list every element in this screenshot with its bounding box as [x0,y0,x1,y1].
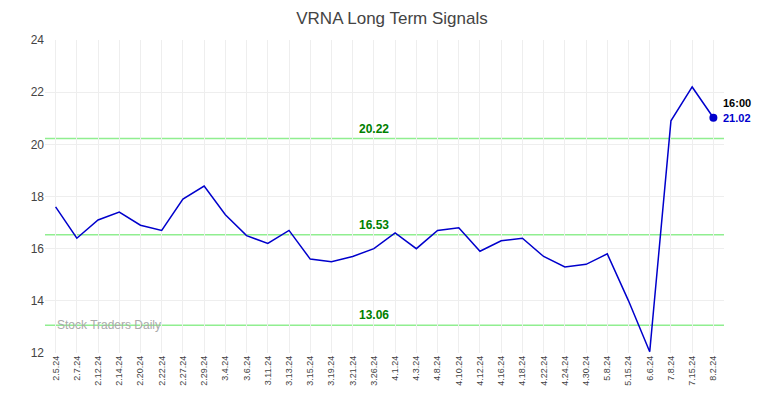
svg-text:4.3.24: 4.3.24 [411,356,421,381]
svg-text:12: 12 [31,346,45,360]
svg-text:3.13.24: 3.13.24 [284,356,294,386]
svg-text:5.8.24: 5.8.24 [602,356,612,381]
svg-text:2.5.24: 2.5.24 [51,356,61,381]
svg-text:21.02: 21.02 [723,112,751,124]
svg-text:7.8.24: 7.8.24 [666,356,676,381]
svg-text:4.8.24: 4.8.24 [432,356,442,381]
svg-text:20.22: 20.22 [359,122,389,136]
svg-text:2.7.24: 2.7.24 [72,356,82,381]
svg-text:4.18.24: 4.18.24 [517,356,527,386]
svg-text:2.20.24: 2.20.24 [135,356,145,386]
svg-text:16.53: 16.53 [359,218,389,232]
svg-text:22: 22 [31,85,45,99]
svg-text:16:00: 16:00 [723,97,751,109]
svg-text:3.19.24: 3.19.24 [326,356,336,386]
svg-text:3.6.24: 3.6.24 [242,356,252,381]
svg-text:2.27.24: 2.27.24 [178,356,188,386]
svg-text:4.1.24: 4.1.24 [390,356,400,381]
svg-text:3.26.24: 3.26.24 [369,356,379,386]
svg-text:5.15.24: 5.15.24 [623,356,633,386]
svg-text:2.14.24: 2.14.24 [114,356,124,386]
svg-text:14: 14 [31,294,45,308]
svg-text:4.24.24: 4.24.24 [560,356,570,386]
svg-text:6.6.24: 6.6.24 [645,356,655,381]
svg-text:4.30.24: 4.30.24 [581,356,591,386]
svg-text:4.22.24: 4.22.24 [539,356,549,386]
svg-text:4.12.24: 4.12.24 [475,356,485,386]
svg-text:Stock Traders Daily: Stock Traders Daily [57,318,161,332]
svg-text:3.11.24: 3.11.24 [263,356,273,385]
svg-text:20: 20 [31,138,45,152]
svg-text:2.29.24: 2.29.24 [199,356,209,386]
svg-text:3.4.24: 3.4.24 [220,356,230,381]
svg-text:7.15.24: 7.15.24 [687,356,697,386]
svg-text:24: 24 [31,33,45,47]
svg-text:16: 16 [31,242,45,256]
svg-text:2.12.24: 2.12.24 [93,356,103,386]
svg-text:4.16.24: 4.16.24 [496,356,506,386]
svg-text:2.22.24: 2.22.24 [157,356,167,386]
svg-text:3.21.24: 3.21.24 [348,356,358,386]
svg-text:3.15.24: 3.15.24 [305,356,315,386]
svg-text:4.10.24: 4.10.24 [454,356,464,386]
svg-text:18: 18 [31,190,45,204]
svg-text:VRNA Long Term Signals: VRNA Long Term Signals [296,9,488,28]
svg-text:13.06: 13.06 [359,308,389,322]
svg-text:8.2.24: 8.2.24 [708,356,718,381]
